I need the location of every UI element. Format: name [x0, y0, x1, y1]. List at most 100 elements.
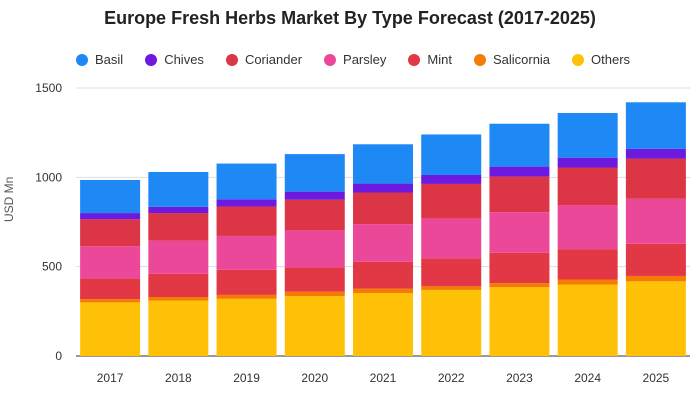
bar-segment-others — [80, 302, 141, 356]
bar-segment-mint — [80, 278, 141, 300]
bar-segment-basil — [284, 154, 345, 192]
y-tick-label: 1500 — [35, 81, 62, 95]
x-tick-label: 2021 — [370, 371, 397, 385]
legend-item-mint[interactable]: Mint — [408, 52, 452, 67]
bar-segment-others — [148, 300, 209, 356]
bar-segment-others — [557, 284, 618, 356]
bar-segment-salicornia — [557, 279, 618, 285]
bar-segment-others — [421, 289, 482, 356]
bar-segment-parsley — [148, 240, 209, 274]
bar-segment-salicornia — [489, 283, 550, 288]
legend-item-others[interactable]: Others — [572, 52, 630, 67]
bar-segment-basil — [489, 123, 550, 167]
bar-segment-basil — [557, 113, 618, 158]
legend-label-coriander: Coriander — [244, 52, 303, 67]
bar-segment-coriander — [489, 176, 550, 213]
legend-item-chives[interactable]: Chives — [145, 52, 204, 67]
y-tick-label: 500 — [42, 260, 62, 274]
legend-label-chives: Chives — [164, 52, 204, 67]
bar-segment-others — [284, 296, 345, 356]
bar-segment-chives — [421, 175, 482, 184]
bar-segment-basil — [216, 163, 277, 200]
bar-segment-coriander — [625, 158, 686, 199]
bar-segment-mint — [353, 261, 413, 289]
bar-segment-coriander — [284, 199, 345, 231]
legend-swatch-chives — [145, 53, 158, 66]
legend: Basil Chives Coriander Parsley Mint Sali… — [76, 52, 652, 67]
x-tick-label: 2022 — [438, 371, 465, 385]
bar-segment-mint — [625, 243, 686, 276]
bar-segment-chives — [353, 183, 413, 193]
bar-segment-mint — [557, 249, 618, 280]
bar-segment-chives — [284, 191, 345, 200]
x-tick-label: 2020 — [301, 371, 328, 385]
legend-swatch-coriander — [225, 53, 238, 66]
bar-segment-mint — [489, 252, 550, 284]
bar-segment-parsley — [353, 224, 413, 262]
legend-item-basil[interactable]: Basil — [76, 52, 123, 67]
legend-item-parsley[interactable]: Parsley — [324, 52, 386, 67]
bar-segment-coriander — [421, 183, 482, 219]
bar-segment-others — [216, 298, 277, 356]
bar-segment-basil — [421, 134, 482, 176]
legend-swatch-parsley — [324, 53, 337, 66]
legend-label-mint: Mint — [427, 52, 452, 67]
x-tick-label: 2024 — [574, 371, 601, 385]
bar-segment-basil — [625, 102, 686, 149]
bar-segment-salicornia — [148, 297, 209, 301]
bar-segment-mint — [421, 258, 482, 287]
bar-segment-chives — [489, 166, 550, 177]
bar-segment-parsley — [80, 246, 141, 279]
legend-item-salicornia[interactable]: Salicornia — [473, 52, 551, 67]
bar-segment-basil — [148, 171, 209, 207]
bar-segment-salicornia — [421, 286, 482, 290]
bar-segment-mint — [284, 267, 345, 292]
x-tick-label: 2019 — [233, 371, 260, 385]
bar-segment-mint — [216, 269, 277, 295]
bar-segment-salicornia — [353, 288, 413, 294]
bar-segment-chives — [557, 157, 618, 168]
bar-segment-coriander — [148, 213, 209, 241]
bar-segment-parsley — [625, 198, 686, 244]
x-tick-label: 2025 — [643, 371, 670, 385]
bar-segment-parsley — [284, 230, 345, 268]
bar-segment-coriander — [353, 192, 413, 225]
bar-segment-salicornia — [216, 294, 277, 299]
bar-segment-others — [625, 281, 686, 356]
legend-item-coriander[interactable]: Coriander — [225, 52, 303, 67]
bar-segment-salicornia — [80, 299, 141, 303]
legend-swatch-mint — [408, 53, 421, 66]
x-tick-label: 2017 — [97, 371, 124, 385]
legend-swatch-salicornia — [473, 53, 486, 66]
bar-segment-chives — [216, 199, 277, 207]
bar-segment-coriander — [216, 206, 277, 236]
bar-segment-others — [353, 293, 413, 356]
legend-label-others: Others — [591, 52, 631, 67]
bar-segment-chives — [80, 213, 141, 220]
legend-label-salicornia: Salicornia — [492, 52, 551, 67]
bar-segment-chives — [148, 206, 209, 214]
chart-title: Europe Fresh Herbs Market By Type Foreca… — [104, 8, 596, 28]
bar-segment-basil — [80, 180, 141, 214]
bar-segment-chives — [625, 148, 686, 159]
bar-segment-parsley — [489, 212, 550, 253]
y-tick-label: 0 — [55, 349, 62, 363]
bar-segment-mint — [148, 273, 209, 298]
bar-segment-coriander — [557, 167, 618, 206]
bar-segment-coriander — [80, 219, 141, 247]
bar-segment-parsley — [557, 205, 618, 250]
y-tick-label: 1000 — [35, 170, 62, 184]
legend-swatch-basil — [76, 53, 88, 66]
legend-label-parsley: Parsley — [343, 52, 387, 67]
bar-segment-basil — [353, 144, 413, 184]
legend-swatch-others — [572, 53, 585, 66]
x-tick-label: 2023 — [506, 371, 533, 385]
bar-segment-parsley — [421, 218, 482, 259]
bar-segment-others — [489, 287, 550, 356]
bar-segment-parsley — [216, 235, 277, 270]
bar-segment-salicornia — [284, 291, 345, 297]
legend-label-basil: Basil — [95, 52, 124, 67]
x-tick-label: 2018 — [165, 371, 192, 385]
bar-segment-salicornia — [625, 275, 686, 282]
